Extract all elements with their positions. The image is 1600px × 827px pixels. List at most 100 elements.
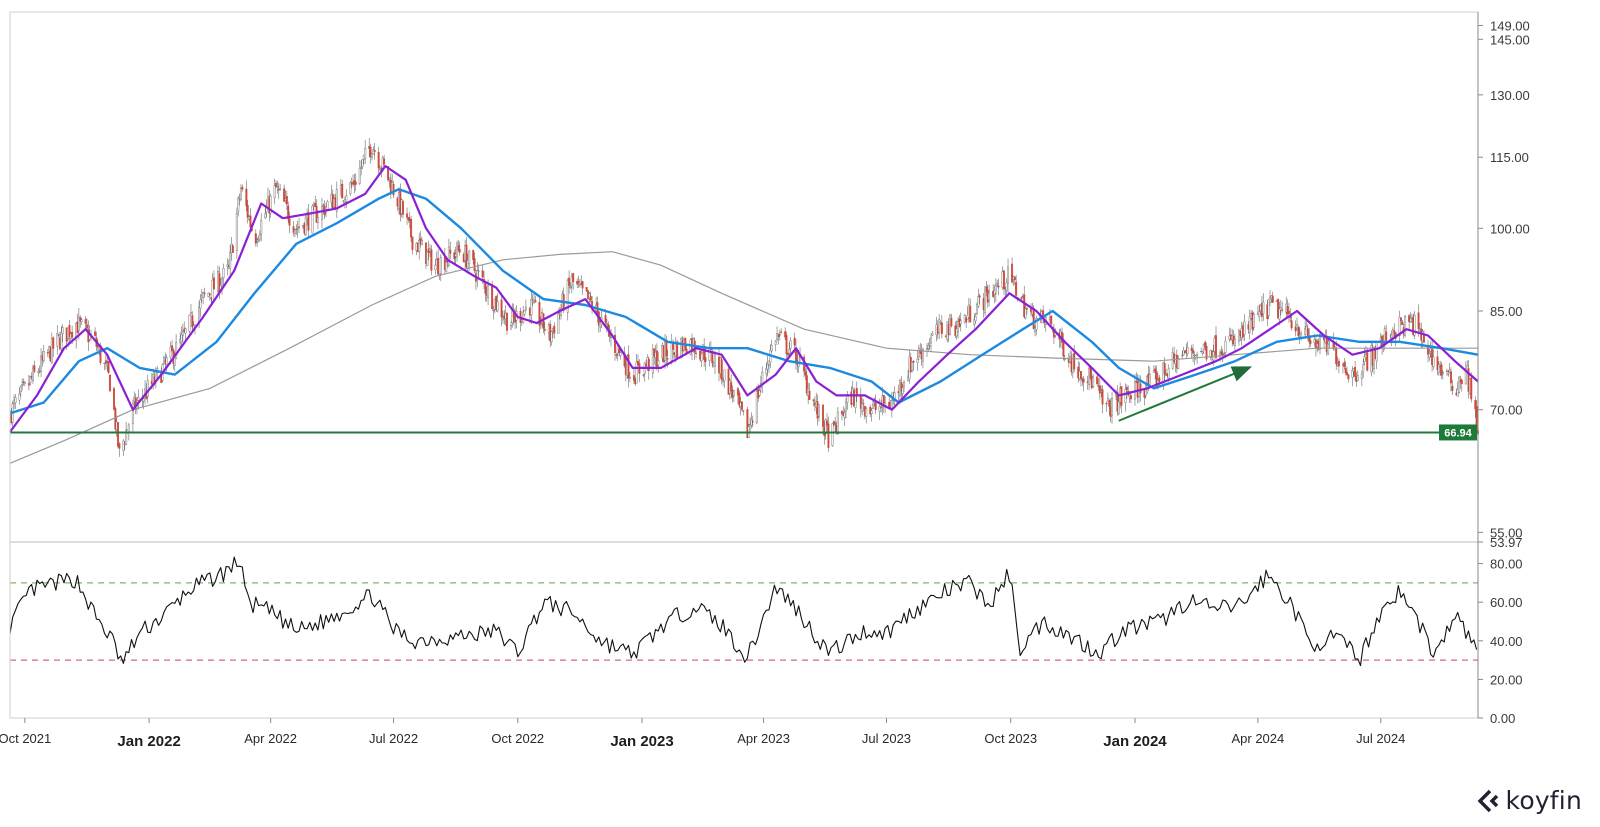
candle-body	[916, 358, 919, 363]
candle-body	[711, 350, 714, 364]
candle-body	[1366, 352, 1369, 371]
candle-body	[1023, 294, 1026, 318]
candle-body	[1148, 373, 1151, 386]
candle	[615, 353, 618, 359]
candle	[1456, 381, 1459, 397]
candle-body	[1401, 321, 1404, 325]
candle-body	[189, 312, 192, 314]
candle-body	[377, 152, 380, 169]
candle-body	[572, 273, 575, 282]
candle	[29, 375, 32, 386]
candle-body	[1278, 308, 1281, 320]
rsi-line	[9, 556, 1478, 667]
candle	[1108, 399, 1111, 416]
candle-body	[1305, 326, 1308, 331]
candle	[453, 249, 456, 264]
candle	[524, 299, 527, 312]
candle-body	[1117, 401, 1120, 414]
candle-body	[1404, 315, 1407, 336]
candle	[770, 339, 773, 353]
candle-body	[975, 304, 978, 315]
candle-body	[539, 323, 542, 326]
candle	[1148, 366, 1151, 387]
candle	[1013, 276, 1016, 286]
candle-body	[1343, 362, 1346, 367]
candle-body	[430, 249, 433, 271]
candle	[131, 399, 134, 432]
rsi-tick-label: 40.00	[1490, 634, 1523, 649]
candle-body	[21, 384, 24, 386]
candle-body	[188, 314, 191, 332]
candle	[1347, 373, 1350, 383]
candle-body	[1205, 346, 1208, 360]
x-tick-label: Oct 2021	[0, 731, 51, 746]
candle	[553, 322, 556, 339]
candle	[1356, 370, 1359, 382]
candle-body	[500, 299, 503, 318]
candle-body	[1106, 397, 1109, 402]
candle-body	[1351, 370, 1354, 378]
candle-body	[125, 430, 128, 445]
candle	[364, 139, 367, 165]
candle-body	[86, 324, 88, 329]
candle-body	[1167, 368, 1170, 379]
candle-body	[383, 158, 386, 165]
candle-body	[315, 205, 318, 223]
candle-body	[1201, 351, 1204, 354]
candle	[1034, 325, 1037, 337]
candle-body	[1024, 308, 1027, 319]
candle-body	[472, 250, 475, 260]
candle-body	[104, 360, 107, 364]
x-tick-label: Jul 2023	[862, 731, 911, 746]
candle	[1351, 366, 1354, 387]
candle	[283, 184, 286, 202]
candle	[859, 387, 862, 418]
candle	[996, 279, 999, 288]
candle	[103, 362, 106, 371]
candle-body	[1437, 364, 1440, 373]
candle-body	[1193, 354, 1196, 356]
candle	[1428, 349, 1431, 361]
candle	[1111, 392, 1113, 424]
candle	[1305, 321, 1308, 331]
candle-body	[704, 357, 707, 362]
candle-body	[1277, 298, 1280, 319]
candle	[506, 312, 508, 335]
candle	[510, 320, 513, 330]
candle-body	[171, 345, 174, 351]
candle-body	[273, 185, 276, 199]
candle-body	[1398, 317, 1401, 336]
candle	[231, 244, 234, 253]
candle	[269, 193, 272, 218]
candle	[1120, 386, 1123, 414]
candle	[203, 287, 206, 298]
candle-body	[146, 380, 149, 397]
candle-body	[269, 195, 272, 214]
candle-body	[1124, 388, 1127, 404]
candle	[137, 389, 140, 410]
candle-body	[71, 331, 74, 338]
candle-body	[826, 420, 829, 426]
candle-body	[241, 186, 244, 190]
candle	[345, 189, 348, 209]
candle-body	[246, 204, 249, 218]
candle-body	[974, 316, 977, 322]
candle-body	[107, 361, 110, 373]
candle-body	[260, 219, 263, 235]
candle-body	[742, 410, 745, 412]
candle	[900, 376, 903, 400]
candle-body	[237, 197, 240, 212]
candle	[1271, 291, 1274, 303]
candle	[1309, 337, 1312, 347]
candle	[37, 368, 40, 377]
candle	[370, 152, 373, 161]
candle	[1215, 326, 1217, 361]
candle	[543, 322, 546, 336]
candle-body	[388, 177, 391, 180]
candle-body	[1252, 314, 1255, 328]
candle	[742, 410, 745, 416]
candle-body	[874, 402, 877, 411]
candle-body	[468, 250, 471, 264]
candle	[61, 324, 64, 343]
